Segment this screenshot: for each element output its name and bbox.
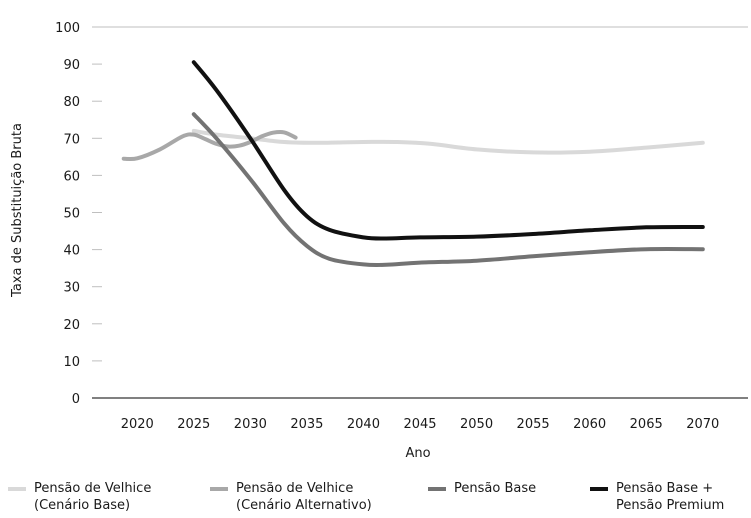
y-tick-label: 60: [63, 169, 80, 184]
x-tick-label: 2035: [290, 417, 323, 432]
legend-label-velhice-base: Pensão de Velhice (Cenário Base): [34, 481, 152, 513]
x-tick-label: 2065: [630, 417, 663, 432]
y-tick-label: 0: [72, 392, 80, 407]
y-tick-label: 40: [63, 244, 80, 259]
x-tick-label: 2045: [403, 417, 436, 432]
legend-item-velhice-alternativo: Pensão de Velhice (Cenário Alternativo): [210, 480, 372, 514]
x-tick-label: 2025: [177, 417, 210, 432]
y-axis-label: Taxa de Substituição Bruta: [10, 123, 25, 298]
y-tick-label: 20: [63, 318, 80, 333]
x-tick-label: 2055: [517, 417, 550, 432]
legend-label-pensao-base: Pensão Base: [454, 481, 537, 496]
y-tick-label: 100: [55, 21, 80, 36]
x-tick-label: 2040: [347, 417, 380, 432]
series-line-pensao-base: [191, 112, 705, 268]
legend-label-velhice-alternativo: Pensão de Velhice (Cenário Alternativo): [236, 481, 372, 513]
y-tick-label: 30: [63, 281, 80, 296]
x-tick-label: 2050: [460, 417, 493, 432]
y-tick-label: 70: [63, 132, 80, 147]
x-tick-label: 2060: [573, 417, 606, 432]
legend-item-pensao-premium: Pensão Base + Pensão Premium: [590, 480, 724, 514]
legend-item-velhice-base: Pensão de Velhice (Cenário Base): [8, 480, 151, 514]
legend-item-pensao-base: Pensão Base: [428, 480, 536, 497]
y-tick-label: 50: [63, 207, 80, 222]
x-axis: 2020 2025 2030 2035 2040 2045 2050 2055 2060 2065…: [92, 397, 748, 432]
x-axis-label: Ano: [405, 446, 430, 461]
legend-label-pensao-premium: Pensão Base + Pensão Premium: [616, 481, 725, 513]
legend-swatch-pensao-base: [428, 487, 446, 491]
x-tick-label: 2030: [234, 417, 267, 432]
legend-swatch-pensao-premium: [590, 487, 608, 491]
series-line-pensao-premium: [191, 60, 705, 241]
x-tick-label: 2070: [686, 417, 719, 432]
y-axis: 0 10 20 30 40 50 60 70 80 90 100: [55, 21, 748, 407]
legend-swatch-velhice-base: [8, 487, 26, 491]
y-tick-label: 90: [63, 58, 80, 73]
x-tick-label: 2020: [121, 417, 154, 432]
legend-swatch-velhice-alternativo: [210, 487, 228, 491]
y-tick-label: 10: [63, 355, 80, 370]
series-lines: [121, 60, 705, 268]
y-tick-label: 80: [63, 95, 80, 110]
series-line-velhice-alternativo: [121, 129, 298, 162]
